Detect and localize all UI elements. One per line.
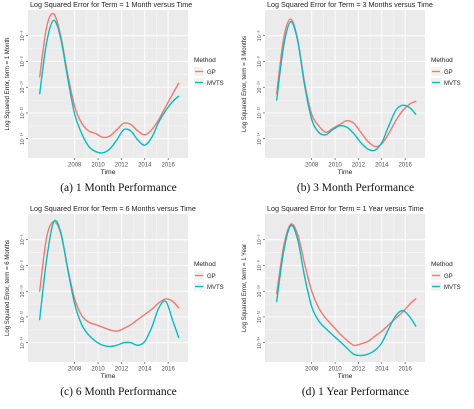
x-tick-label: 2014 xyxy=(375,367,389,373)
x-tick-label: 2008 xyxy=(68,163,82,169)
chart-svg: Log Squared Error for Term = 3 Months ve… xyxy=(242,0,461,176)
x-tick-label: 2012 xyxy=(352,163,366,169)
y-tick-label: 10⁻¹⁰ xyxy=(257,285,263,297)
y-axis-label: Log Squared Error, term = 1 Year xyxy=(242,244,248,332)
y-tick-label: 10⁻¹⁰ xyxy=(20,81,26,93)
major-gridlines xyxy=(265,214,425,362)
x-tick-label: 2010 xyxy=(91,163,105,169)
major-gridlines xyxy=(265,10,425,158)
chart-title: Log Squared Error for Term = 1 Year vers… xyxy=(267,204,424,213)
major-gridlines xyxy=(28,214,188,362)
plot-background xyxy=(28,10,188,158)
x-axis-label: Time xyxy=(338,169,353,176)
y-tick-label: 10⁻⁶ xyxy=(20,30,26,41)
chart-panel-d: Log Squared Error for Term = 1 Year vers… xyxy=(237,204,474,408)
series-line-mvts xyxy=(38,219,180,348)
minor-gridlines xyxy=(28,10,188,158)
legend-label-mvts: MVTS xyxy=(444,81,461,87)
chart-title: Log Squared Error for Term = 3 Months ve… xyxy=(267,0,433,9)
legend-label-gp: GP xyxy=(444,274,453,280)
y-tick-label: 10⁻¹² xyxy=(257,107,263,119)
figure-caption: (a) 1 Month Performance xyxy=(60,182,177,194)
minor-gridlines xyxy=(265,214,425,362)
x-tick-label: 2014 xyxy=(138,163,152,169)
y-tick-label: 10⁻¹⁴ xyxy=(20,132,26,144)
chart-title: Log Squared Error for Term = 6 Months ve… xyxy=(30,204,196,213)
chart-svg: Log Squared Error for Term = 1 Year vers… xyxy=(242,204,461,380)
chart-panel-b: Log Squared Error for Term = 3 Months ve… xyxy=(237,0,474,204)
chart-svg: Log Squared Error for Term = 1 Month ver… xyxy=(5,0,224,176)
legend-label-gp: GP xyxy=(207,274,216,280)
legend-label-gp: GP xyxy=(207,70,216,76)
x-tick-label: 2016 xyxy=(161,367,175,373)
x-axis-label: Time xyxy=(338,373,353,380)
figure-caption: (d) 1 Year Performance xyxy=(301,386,410,398)
x-tick-label: 2010 xyxy=(328,367,342,373)
legend-label-mvts: MVTS xyxy=(207,81,224,87)
legend-label-mvts: MVTS xyxy=(207,285,224,291)
x-tick-label: 2014 xyxy=(375,163,389,169)
legend-label-gp: GP xyxy=(444,70,453,76)
x-tick-label: 2010 xyxy=(91,367,105,373)
y-tick-label: 10⁻¹⁴ xyxy=(257,336,263,348)
y-tick-label: 10⁻⁸ xyxy=(257,56,263,67)
y-tick-label: 10⁻¹² xyxy=(20,107,26,119)
y-tick-label: 10⁻¹² xyxy=(20,311,26,323)
plot-background xyxy=(28,214,188,362)
series-line-mvts xyxy=(38,19,180,154)
x-tick-label: 2016 xyxy=(398,367,412,373)
chart-panel-a: Log Squared Error for Term = 1 Month ver… xyxy=(0,0,237,204)
chart-title: Log Squared Error for Term = 1 Month ver… xyxy=(30,0,192,9)
y-tick-label: 10⁻⁶ xyxy=(257,234,263,245)
major-gridlines xyxy=(28,10,188,158)
x-tick-label: 2012 xyxy=(115,367,129,373)
x-tick-label: 2016 xyxy=(161,163,175,169)
y-tick-label: 10⁻⁶ xyxy=(257,30,263,41)
x-tick-label: 2012 xyxy=(115,163,129,169)
y-tick-label: 10⁻⁸ xyxy=(257,260,263,271)
chart-panel-c: Log Squared Error for Term = 6 Months ve… xyxy=(0,204,237,408)
x-tick-label: 2010 xyxy=(328,163,342,169)
series-line-mvts xyxy=(275,224,417,357)
y-axis-label: Log Squared Error, term = 6 Months xyxy=(5,240,11,336)
y-tick-label: 10⁻⁸ xyxy=(20,56,26,67)
legend-title: Method xyxy=(194,57,216,64)
figure-caption: (b) 3 Month Performance xyxy=(296,182,415,194)
legend-title: Method xyxy=(431,57,453,64)
chart-svg: Log Squared Error for Term = 6 Months ve… xyxy=(5,204,224,380)
y-tick-label: 10⁻¹⁴ xyxy=(20,336,26,348)
figure-caption: (c) 6 Month Performance xyxy=(60,386,177,398)
y-tick-label: 10⁻⁶ xyxy=(20,234,26,245)
y-tick-label: 10⁻¹² xyxy=(257,311,263,323)
x-tick-label: 2008 xyxy=(305,367,319,373)
plot-background xyxy=(265,10,425,158)
plot-background xyxy=(265,214,425,362)
series-line-mvts xyxy=(275,20,417,152)
y-tick-label: 10⁻⁸ xyxy=(20,260,26,271)
y-tick-label: 10⁻¹⁰ xyxy=(257,81,263,93)
x-tick-label: 2016 xyxy=(398,163,412,169)
legend-label-mvts: MVTS xyxy=(444,285,461,291)
legend-title: Method xyxy=(431,261,453,268)
x-axis-label: Time xyxy=(101,373,116,380)
legend-title: Method xyxy=(194,261,216,268)
x-axis-label: Time xyxy=(101,169,116,176)
y-tick-label: 10⁻¹⁴ xyxy=(257,132,263,144)
y-tick-label: 10⁻¹⁰ xyxy=(20,285,26,297)
x-tick-label: 2012 xyxy=(352,367,366,373)
x-tick-label: 2014 xyxy=(138,367,152,373)
x-tick-label: 2008 xyxy=(68,367,82,373)
x-tick-label: 2008 xyxy=(305,163,319,169)
y-axis-label: Log Squared Error, term = 1 Month xyxy=(5,38,11,131)
y-axis-label: Log Squared Error, term = 3 Months xyxy=(242,36,248,132)
